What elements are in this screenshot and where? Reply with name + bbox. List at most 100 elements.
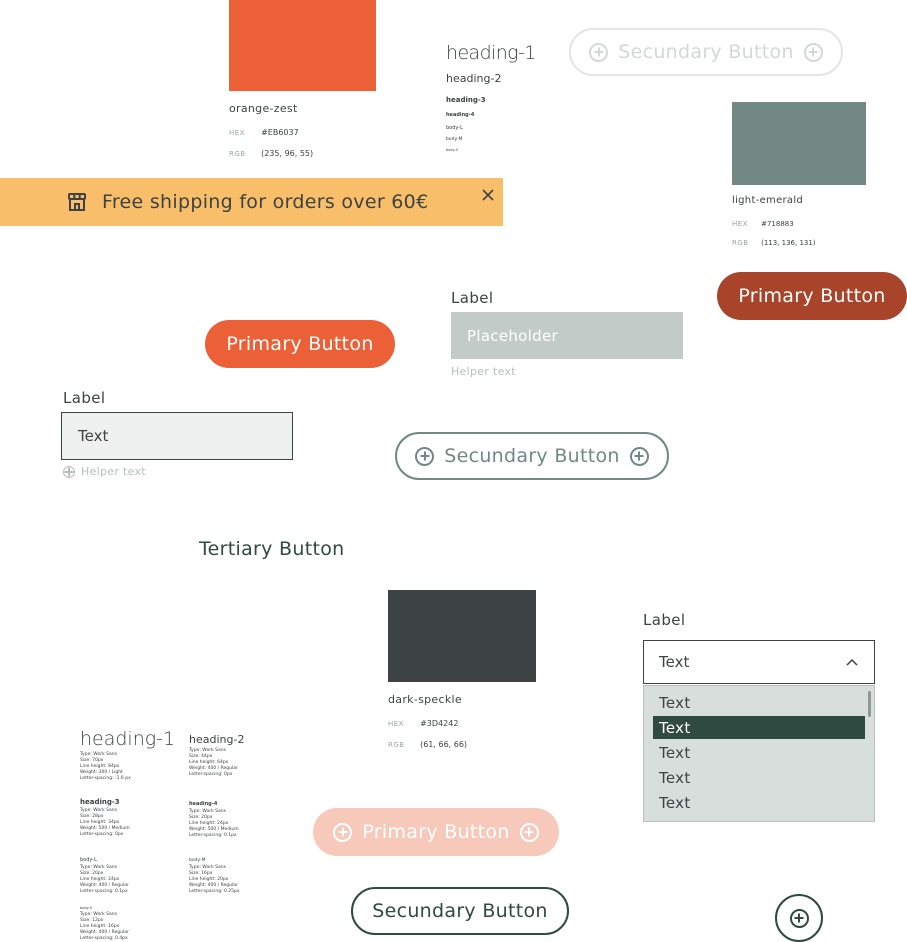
type-preview-heading-3: heading-3 bbox=[446, 96, 486, 104]
plus-circle-icon bbox=[63, 465, 75, 478]
type-spec-line: Letter-spacing: 0.4px bbox=[80, 936, 128, 941]
type-spec-line: Type: Work Sans bbox=[189, 748, 226, 753]
secondary-button[interactable]: Secundary Button bbox=[351, 887, 569, 935]
type-spec-line: Line height: 84px bbox=[80, 764, 120, 769]
plus-circle-icon bbox=[519, 822, 539, 842]
chevron-up-icon bbox=[846, 658, 858, 666]
swatch-name: dark-speckle bbox=[388, 693, 462, 706]
type-spec-line: Letter-spacing: 0.1px bbox=[189, 833, 237, 838]
input-label: Label bbox=[451, 289, 494, 307]
type-spec-name: body-L bbox=[80, 857, 97, 863]
type-preview-heading-4: heading-4 bbox=[446, 112, 475, 118]
type-preview-body-m: body-M bbox=[446, 137, 463, 142]
dropdown-option[interactable]: Text bbox=[659, 743, 691, 762]
type-spec-line: Size: 20px bbox=[189, 815, 213, 820]
type-spec-line: Line height: 34px bbox=[80, 820, 120, 825]
secondary-button-disabled[interactable]: Secundary Button bbox=[569, 28, 843, 76]
dropdown-scrollbar[interactable] bbox=[868, 691, 871, 717]
hex-key: HEX bbox=[229, 129, 245, 137]
button-label: Secundary Button bbox=[372, 900, 548, 922]
dropdown-option[interactable]: Text bbox=[659, 793, 691, 812]
type-spec-line: Weight: 500 / Medium bbox=[189, 827, 239, 832]
secondary-button-icons[interactable]: Secundary Button bbox=[395, 432, 669, 480]
tertiary-button[interactable]: Tertiary Button bbox=[199, 538, 345, 560]
dropdown-option[interactable]: Text bbox=[659, 693, 691, 712]
select-dropdown: Text Text Text Text Text bbox=[643, 685, 875, 822]
primary-button[interactable]: Primary Button bbox=[205, 320, 395, 368]
input-placeholder: Placeholder bbox=[467, 326, 558, 345]
type-spec-name: body-S bbox=[80, 906, 93, 910]
button-label: Secundary Button bbox=[444, 445, 620, 467]
hex-value: #718883 bbox=[761, 220, 794, 228]
swatch-rgb: RGB (113, 136, 131) bbox=[732, 230, 816, 249]
primary-button-pressed[interactable]: Primary Button bbox=[717, 272, 907, 320]
shop-icon bbox=[68, 193, 86, 211]
plus-circle-icon bbox=[629, 446, 649, 466]
plus-circle-icon bbox=[589, 42, 609, 62]
rgb-key: RGB bbox=[229, 150, 246, 158]
type-spec-line: Line height: 24px bbox=[80, 877, 120, 882]
type-spec-line: Letter-spacing: 0.1px bbox=[80, 889, 128, 894]
primary-button-disabled[interactable]: Primary Button bbox=[313, 808, 559, 856]
type-spec-line: Size: 28px bbox=[80, 814, 104, 819]
type-spec-line: Line height: 16px bbox=[80, 924, 120, 929]
type-spec-line: Type: Work Sans bbox=[189, 865, 226, 870]
select-input[interactable]: Text bbox=[643, 640, 875, 684]
text-input[interactable]: Text bbox=[61, 412, 293, 460]
hex-key: HEX bbox=[388, 720, 404, 728]
input-value: Text bbox=[78, 427, 109, 445]
button-label: Primary Button bbox=[226, 333, 374, 355]
hex-value: #EB6037 bbox=[261, 128, 299, 137]
type-spec-line: Size: 16px bbox=[189, 871, 213, 876]
button-label: Primary Button bbox=[362, 821, 510, 843]
rgb-value: (113, 136, 131) bbox=[761, 239, 816, 247]
swatch-hex: HEX #718883 bbox=[732, 211, 794, 230]
type-spec-name: heading-4 bbox=[189, 801, 218, 807]
type-spec-heading-3: heading-3 Type: Work Sans Size: 28px Line h… bbox=[80, 798, 130, 838]
helper-text: Helper text bbox=[81, 465, 146, 478]
type-spec-name: heading-3 bbox=[80, 798, 120, 806]
type-spec-heading-4: heading-4 Type: Work Sans Size: 20px Line h… bbox=[189, 801, 239, 839]
type-spec-name: heading-1 bbox=[80, 728, 176, 750]
rgb-key: RGB bbox=[732, 239, 749, 247]
helper-row: Helper text bbox=[63, 465, 146, 478]
dropdown-option[interactable]: Text bbox=[659, 768, 691, 787]
rgb-key: RGB bbox=[388, 741, 405, 749]
rgb-value: (61, 66, 66) bbox=[420, 740, 468, 749]
swatch-name: light-emerald bbox=[732, 195, 804, 206]
rgb-value: (235, 96, 55) bbox=[261, 149, 314, 158]
type-preview-body-s: body-S bbox=[446, 148, 459, 152]
type-spec-line: Weight: 400 / Regular bbox=[80, 883, 129, 888]
type-spec-line: Line height: 64px bbox=[189, 760, 229, 765]
swatch-hex: HEX #EB6037 bbox=[229, 120, 299, 139]
hex-value: #3D4242 bbox=[420, 719, 459, 728]
disabled-input[interactable]: Placeholder bbox=[451, 312, 683, 359]
type-spec-line: Size: 44px bbox=[189, 754, 213, 759]
swatch-rgb: RGB (61, 66, 66) bbox=[388, 732, 467, 751]
type-spec-line: Letter-spacing: 0.25px bbox=[189, 889, 240, 894]
icon-button[interactable] bbox=[775, 894, 823, 942]
type-spec-line: Weight: 400 / Regular bbox=[189, 766, 238, 771]
plus-circle-icon bbox=[333, 822, 353, 842]
dropdown-option[interactable]: Text bbox=[653, 716, 865, 739]
promo-banner: Free shipping for orders over 60€ bbox=[0, 178, 503, 226]
type-preview-heading-1: heading-1 bbox=[446, 42, 536, 64]
type-spec-line: Weight: 400 / Regular bbox=[80, 930, 129, 935]
type-spec-line: Type: Work Sans bbox=[80, 752, 117, 757]
select-label: Label bbox=[643, 611, 686, 629]
swatch-light-emerald bbox=[732, 102, 866, 185]
type-spec-body-M: body-M Type: Work Sans Size: 16px Line heig… bbox=[189, 858, 240, 895]
hex-key: HEX bbox=[732, 220, 748, 228]
button-label: Secundary Button bbox=[618, 41, 794, 63]
banner-text: Free shipping for orders over 60€ bbox=[102, 191, 429, 213]
type-spec-heading-2: heading-2 Type: Work Sans Size: 44px Line h… bbox=[189, 733, 244, 778]
type-spec-line: Letter-spacing: 0px bbox=[189, 772, 233, 777]
select-value: Text bbox=[659, 653, 690, 671]
close-icon[interactable] bbox=[481, 188, 495, 202]
type-preview-heading-2: heading-2 bbox=[446, 72, 502, 85]
type-spec-line: Line height: 20px bbox=[189, 877, 229, 882]
plus-circle-icon bbox=[803, 42, 823, 62]
plus-circle-icon bbox=[789, 908, 809, 928]
swatch-rgb: RGB (235, 96, 55) bbox=[229, 141, 313, 160]
type-spec-line: Weight: 300 / Light bbox=[80, 770, 123, 775]
